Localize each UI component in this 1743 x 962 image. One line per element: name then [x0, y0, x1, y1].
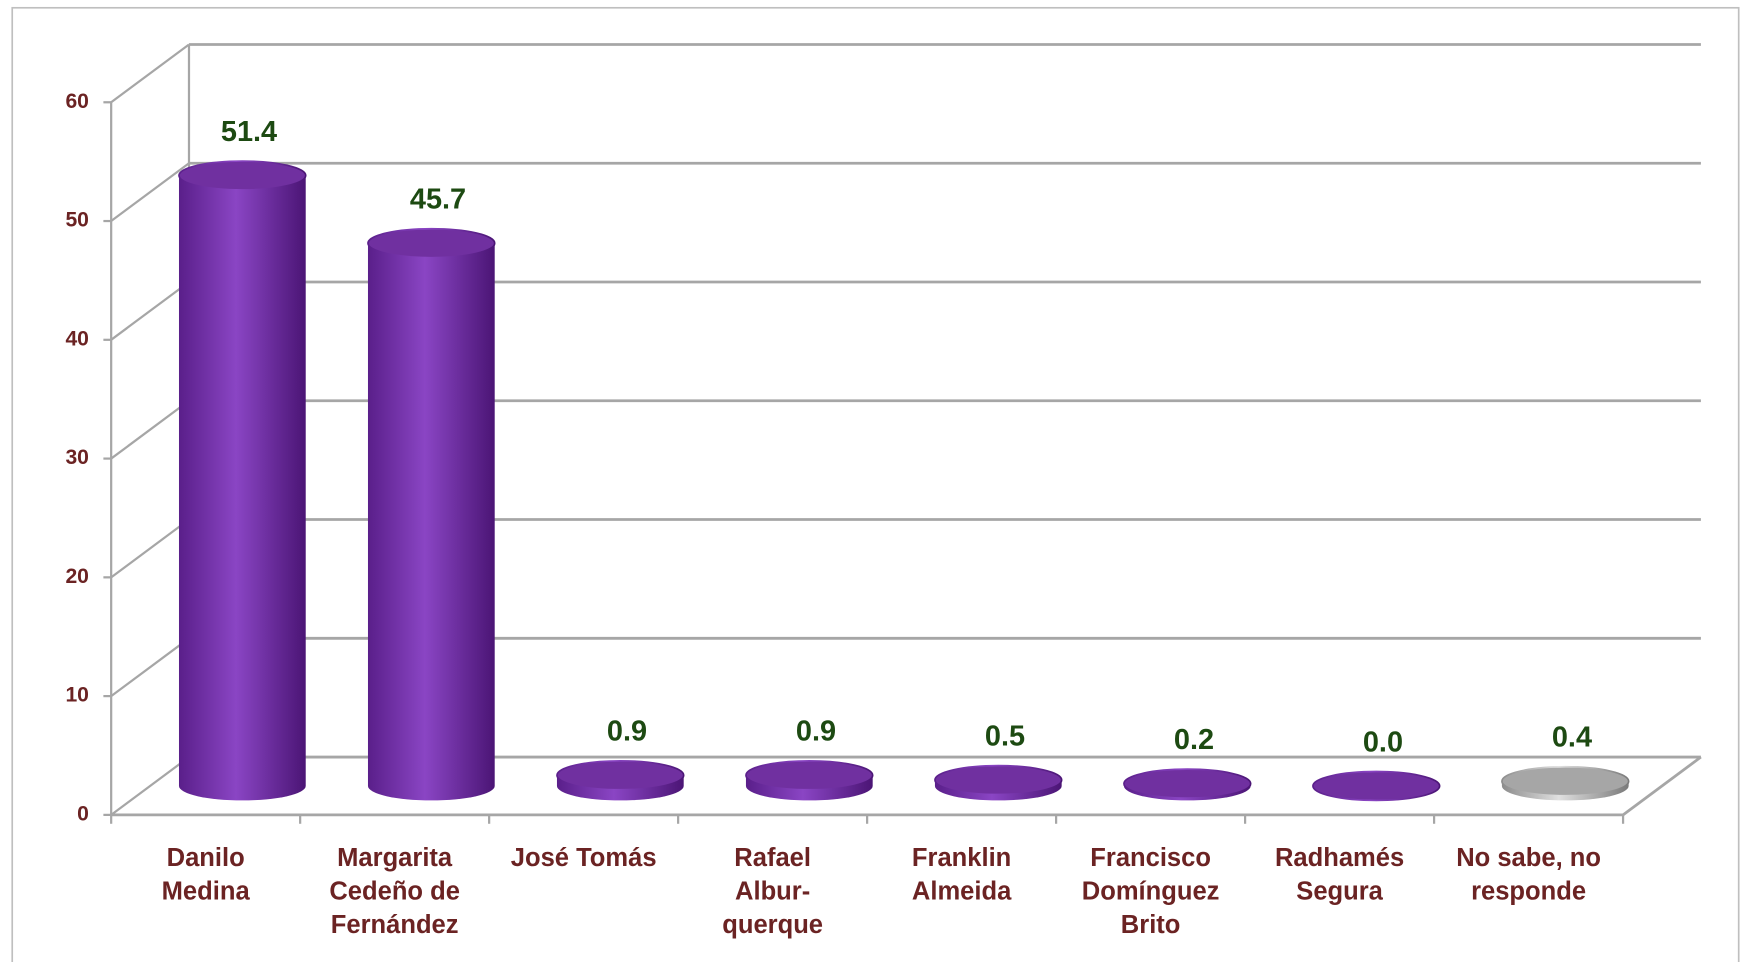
grid-line-side	[110, 756, 190, 816]
value-label: 0.9	[607, 716, 647, 748]
bar-top	[178, 160, 307, 191]
bar-body	[367, 243, 495, 801]
value-label: 51.4	[221, 116, 277, 148]
x-tick-label: Francisco	[1090, 844, 1211, 872]
value-label: 0.2	[1174, 724, 1214, 756]
grid-line-side	[110, 43, 190, 104]
bar	[745, 759, 874, 801]
x-tick-label: Danilo	[167, 844, 245, 872]
bar-top	[556, 759, 685, 791]
bar-top	[934, 764, 1063, 796]
grid-line-side	[110, 518, 190, 579]
grid-line-side	[110, 637, 190, 698]
grid-line-side	[110, 281, 190, 341]
x-tick-label: José Tomás	[511, 844, 657, 872]
bar-body	[178, 175, 306, 801]
x-tick-label: No sabe, no	[1456, 844, 1601, 872]
value-label: 0.5	[985, 720, 1025, 752]
y-tick-label: 0	[77, 802, 89, 825]
x-tick-label: Segura	[1296, 877, 1383, 905]
x-tick-label: Radhamés	[1275, 844, 1404, 872]
bar	[1501, 765, 1630, 801]
x-tick-label: Fernández	[331, 911, 459, 939]
x-tick-label: querque	[722, 911, 823, 939]
bar	[934, 764, 1063, 801]
grid-line-side	[110, 162, 190, 222]
y-tick-label: 50	[65, 209, 88, 232]
frame	[11, 6, 1740, 962]
x-tick-label: Almeida	[912, 877, 1012, 905]
bar	[178, 160, 307, 801]
floor-edge	[1622, 755, 1702, 816]
plot: 0 10 20 30 40 50 60 Danilo Medina 51.4 Margarita Ce…	[11, 6, 1740, 962]
bar-top	[745, 759, 874, 791]
bar-top	[1123, 768, 1252, 799]
bar-top	[1312, 770, 1441, 802]
value-label: 0.4	[1552, 722, 1592, 754]
x-tick-label: Albur-	[735, 877, 810, 905]
y-tick-label: 60	[65, 90, 88, 113]
value-label: 0.9	[796, 716, 836, 748]
bar	[1123, 768, 1252, 801]
x-tick-label: responde	[1471, 877, 1586, 905]
y-tick-label: 30	[65, 446, 88, 469]
grid-line-side	[110, 399, 190, 460]
x-tick-label: Medina	[162, 877, 251, 905]
y-tick-label: 20	[65, 565, 88, 588]
bar	[367, 227, 496, 801]
value-label: 45.7	[410, 184, 466, 216]
x-tick-label: Brito	[1121, 911, 1181, 939]
x-tick-label: Domínguez	[1082, 877, 1220, 905]
bar-top	[1501, 765, 1630, 797]
y-tick-label: 40	[65, 327, 88, 350]
x-tick-label: Margarita	[337, 844, 453, 872]
bar	[556, 759, 685, 801]
x-tick-label: Cedeño de	[329, 877, 460, 905]
value-label: 0.0	[1363, 726, 1403, 758]
bar-top	[367, 227, 496, 259]
y-tick-label: 10	[65, 684, 88, 707]
x-tick-label: Franklin	[912, 844, 1011, 872]
x-tick-label: Rafael	[734, 844, 811, 872]
bar	[1312, 770, 1441, 802]
